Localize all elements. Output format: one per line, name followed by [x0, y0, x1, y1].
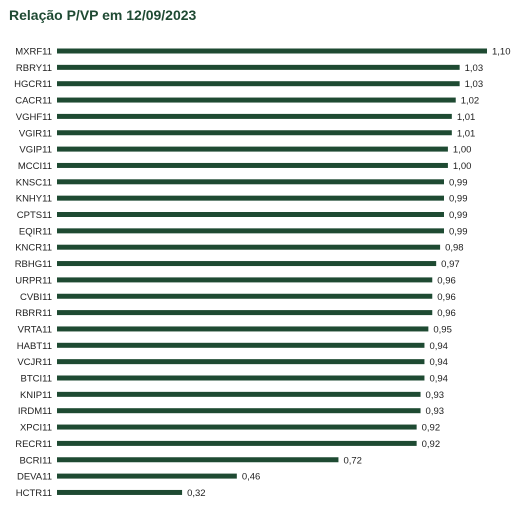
value-label: 0,96	[437, 292, 456, 303]
bar	[57, 489, 183, 495]
bar	[57, 113, 452, 119]
category-label: CPTS11	[17, 210, 52, 221]
category-label: KNCR11	[15, 243, 52, 254]
category-label: DEVA11	[17, 472, 52, 483]
value-label: 1,00	[453, 145, 472, 156]
category-label: KNHY11	[16, 194, 52, 205]
value-label: 0,72	[343, 455, 362, 466]
bar	[57, 424, 417, 430]
value-label: 0,46	[242, 472, 261, 483]
value-label: 0,97	[441, 259, 460, 270]
category-label: EQIR11	[19, 226, 52, 237]
bar	[57, 81, 460, 87]
value-label: 1,00	[453, 161, 472, 172]
bar	[57, 473, 237, 479]
bar	[57, 457, 339, 463]
bar	[57, 179, 444, 185]
category-label: RECR11	[15, 439, 52, 450]
value-label: 0,94	[429, 357, 448, 368]
category-label: URPR11	[15, 275, 52, 286]
category-label: IRDM11	[18, 406, 52, 417]
value-label: 0,99	[449, 226, 468, 237]
category-label: KNIP11	[20, 390, 52, 401]
bar	[57, 212, 444, 217]
bar	[57, 244, 441, 250]
value-label: 1,02	[461, 96, 480, 107]
bar	[57, 326, 429, 332]
value-label: 0,94	[429, 341, 448, 352]
value-label: 0,99	[449, 177, 468, 188]
category-label: HGCR11	[14, 79, 52, 90]
value-label: 0,99	[449, 210, 468, 221]
bar	[57, 162, 448, 168]
bar	[57, 408, 421, 414]
bar	[57, 293, 433, 299]
bar	[57, 146, 448, 152]
bar	[57, 310, 433, 316]
category-label: RBRR11	[15, 308, 52, 319]
category-label: CACR11	[15, 96, 52, 107]
value-label: 0,32	[187, 488, 206, 499]
bar	[57, 359, 425, 365]
bar	[57, 48, 487, 54]
bar	[57, 261, 437, 267]
value-label: 0,92	[422, 423, 441, 434]
bar	[57, 391, 421, 397]
category-label: RBHG11	[15, 259, 52, 270]
value-label: 0,96	[437, 308, 456, 319]
category-label: VRTA11	[18, 324, 52, 335]
category-label: KNSC11	[16, 177, 52, 188]
value-label: 0,93	[426, 406, 445, 417]
bar	[57, 440, 417, 446]
category-label: HCTR11	[16, 488, 52, 499]
category-label: CVBI11	[20, 292, 52, 303]
category-label: BTCI11	[20, 374, 52, 385]
category-label: HABT11	[17, 341, 52, 352]
bar	[57, 130, 452, 136]
category-label: VGIP11	[19, 145, 52, 156]
bar	[57, 228, 444, 234]
value-label: 1,03	[465, 79, 484, 90]
value-label: 1,03	[465, 63, 484, 74]
value-label: 1,10	[492, 47, 511, 58]
category-label: XPCI11	[20, 423, 52, 434]
value-label: 0,92	[422, 439, 441, 450]
value-label: 0,95	[433, 324, 452, 335]
category-label: RBRY11	[16, 63, 52, 74]
category-label: BCRI11	[19, 455, 52, 466]
bar	[57, 342, 425, 348]
category-label: MCCI11	[18, 161, 52, 172]
bar	[57, 277, 433, 283]
chart-title: Relação P/VP em 12/09/2023	[9, 7, 197, 23]
bar	[57, 375, 425, 381]
category-label: VGHF11	[16, 112, 52, 123]
value-label: 0,98	[445, 243, 464, 254]
bar	[57, 97, 456, 103]
value-label: 0,99	[449, 194, 468, 205]
value-label: 0,93	[426, 390, 445, 401]
category-label: MXRF11	[15, 47, 52, 58]
bar	[57, 64, 460, 70]
bar	[57, 195, 444, 201]
value-label: 1,01	[457, 112, 476, 123]
category-label: VCJR11	[17, 357, 52, 368]
value-label: 0,96	[437, 275, 456, 286]
category-label: VGIR11	[19, 128, 52, 139]
value-label: 1,01	[457, 128, 476, 139]
value-label: 0,94	[429, 374, 448, 385]
